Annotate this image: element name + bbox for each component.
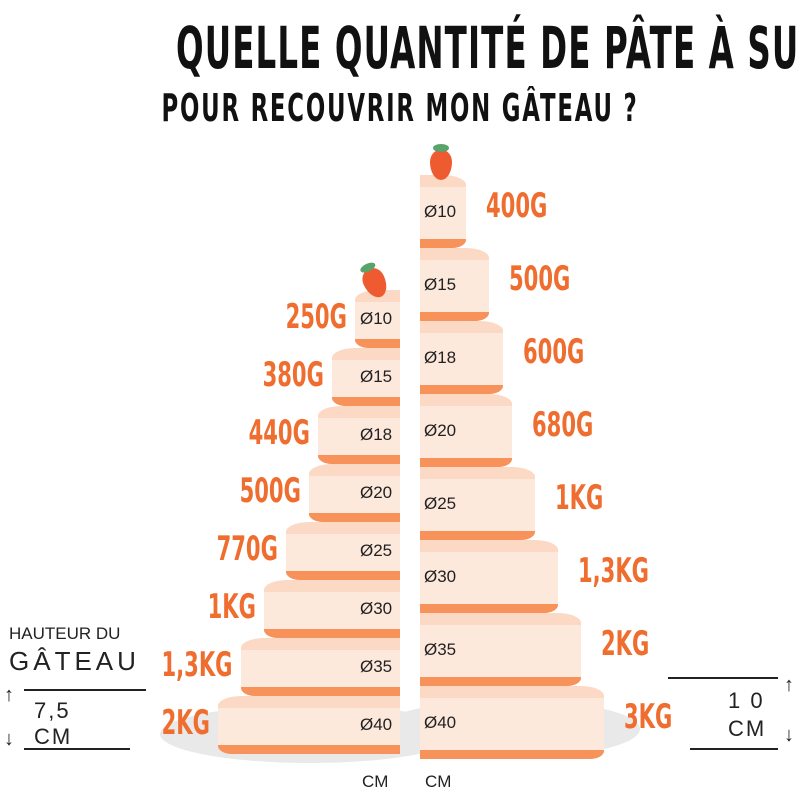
tier-weight: 500G	[509, 258, 571, 299]
cake-tier	[263, 580, 400, 638]
tier-weight: 500G	[239, 471, 301, 511]
tier-top	[331, 348, 400, 360]
cake-tier	[309, 464, 400, 522]
tier-band	[420, 385, 503, 394]
tier-diameter: Ø18	[424, 347, 457, 367]
tier-band	[286, 571, 400, 580]
tier-band	[354, 339, 400, 348]
tier-top	[318, 406, 400, 418]
tier-weight: 2KG	[601, 623, 650, 664]
cake-tier	[420, 394, 512, 467]
tier-band	[420, 677, 581, 686]
cake-tier	[240, 638, 400, 696]
tier-top	[420, 540, 558, 552]
right-height-bottom-line	[690, 748, 778, 750]
tier-diameter: Ø20	[424, 420, 457, 440]
tier-top	[218, 696, 400, 708]
cake-tier	[420, 686, 604, 759]
tier-band	[318, 455, 400, 464]
tier-diameter: Ø18	[360, 425, 393, 444]
left-height-unit: CM	[34, 724, 73, 749]
tier-diameter: Ø25	[360, 541, 393, 560]
tier-band	[218, 745, 400, 754]
tier-band	[420, 239, 466, 248]
tier-band	[331, 397, 400, 406]
tier-weight: 680G	[532, 404, 594, 445]
cake-tier	[331, 348, 400, 406]
tier-band	[420, 531, 535, 540]
down-arrow-icon: ↓	[4, 728, 14, 750]
tier-band	[420, 604, 558, 613]
tier-weight: 600G	[522, 331, 585, 372]
right-height-unit: CM	[728, 716, 767, 741]
cake-tier	[420, 467, 535, 540]
tier-diameter: Ø10	[360, 309, 393, 328]
cake-tier	[286, 522, 400, 580]
cake-tier	[420, 540, 558, 613]
tier-top	[420, 321, 503, 333]
left-unit-label: CM	[362, 772, 389, 791]
left-height-top-line	[24, 689, 146, 691]
tier-weight: 1,3KG	[578, 550, 649, 591]
tier-band	[309, 513, 400, 522]
tier-weight: 3KG	[624, 696, 673, 737]
cake-tier	[218, 696, 400, 754]
tier-band	[240, 687, 400, 696]
tier-top	[286, 522, 400, 534]
strawberry-icon	[430, 144, 452, 180]
tier-diameter: Ø20	[360, 483, 393, 502]
tier-diameter: Ø25	[424, 493, 457, 513]
tier-band	[420, 458, 512, 467]
tier-diameter: Ø40	[360, 715, 393, 734]
tier-top	[240, 638, 400, 650]
tier-diameter: Ø10	[424, 201, 457, 221]
tier-top	[263, 580, 400, 592]
right-unit-label: CM	[425, 772, 452, 791]
tier-weight: 1KG	[207, 587, 256, 627]
cake-tier	[420, 321, 503, 394]
cake-tier	[420, 613, 581, 686]
tier-top	[420, 248, 489, 260]
left-height-bottom-line	[24, 748, 130, 750]
tier-weight: 2KG	[161, 703, 210, 743]
tier-diameter: Ø35	[424, 639, 457, 659]
tier-diameter: Ø15	[424, 274, 457, 294]
tier-top	[420, 394, 512, 406]
right-height-top-line	[668, 677, 778, 679]
tier-diameter: Ø30	[360, 599, 393, 618]
tier-diameter: Ø40	[424, 712, 457, 732]
tier-top	[420, 686, 604, 698]
up-arrow-icon: ↑	[4, 684, 14, 706]
tier-weight: 400G	[486, 185, 548, 226]
cake-tier	[354, 290, 400, 348]
tier-weight: 770G	[216, 529, 279, 569]
tier-weight: 1KG	[555, 477, 604, 518]
cake-tier	[420, 248, 489, 321]
title-line-1: QUELLE QUANTITÉ DE PÂTE À SUCRE	[176, 14, 800, 82]
tier-band	[420, 312, 489, 321]
tier-diameter: Ø35	[360, 657, 393, 676]
tier-weight: 380G	[262, 355, 324, 395]
cake-tier	[318, 406, 400, 464]
up-arrow-icon: ↑	[784, 674, 794, 696]
tier-band	[420, 750, 604, 759]
tier-top	[420, 175, 466, 187]
title-line-2: POUR RECOUVRIR MON GÂTEAU ?	[161, 86, 639, 130]
tier-top	[420, 467, 535, 479]
tier-diameter: Ø30	[424, 566, 457, 586]
height-label-line-1: HAUTEUR DU	[9, 624, 121, 643]
cake-tier	[420, 175, 466, 248]
tier-diameter: Ø15	[360, 367, 393, 386]
tier-weight: 440G	[248, 413, 311, 453]
tier-top	[309, 464, 400, 476]
tier-top	[420, 613, 581, 625]
height-label-line-2: GÂTEAU	[9, 646, 140, 676]
tier-weight: 1,3KG	[161, 645, 233, 685]
right-height-value: 1 0	[728, 688, 765, 713]
left-height-value: 7,5	[34, 698, 71, 723]
tier-weight: 250G	[285, 297, 347, 337]
down-arrow-icon: ↓	[784, 724, 794, 746]
tier-band	[263, 629, 400, 638]
